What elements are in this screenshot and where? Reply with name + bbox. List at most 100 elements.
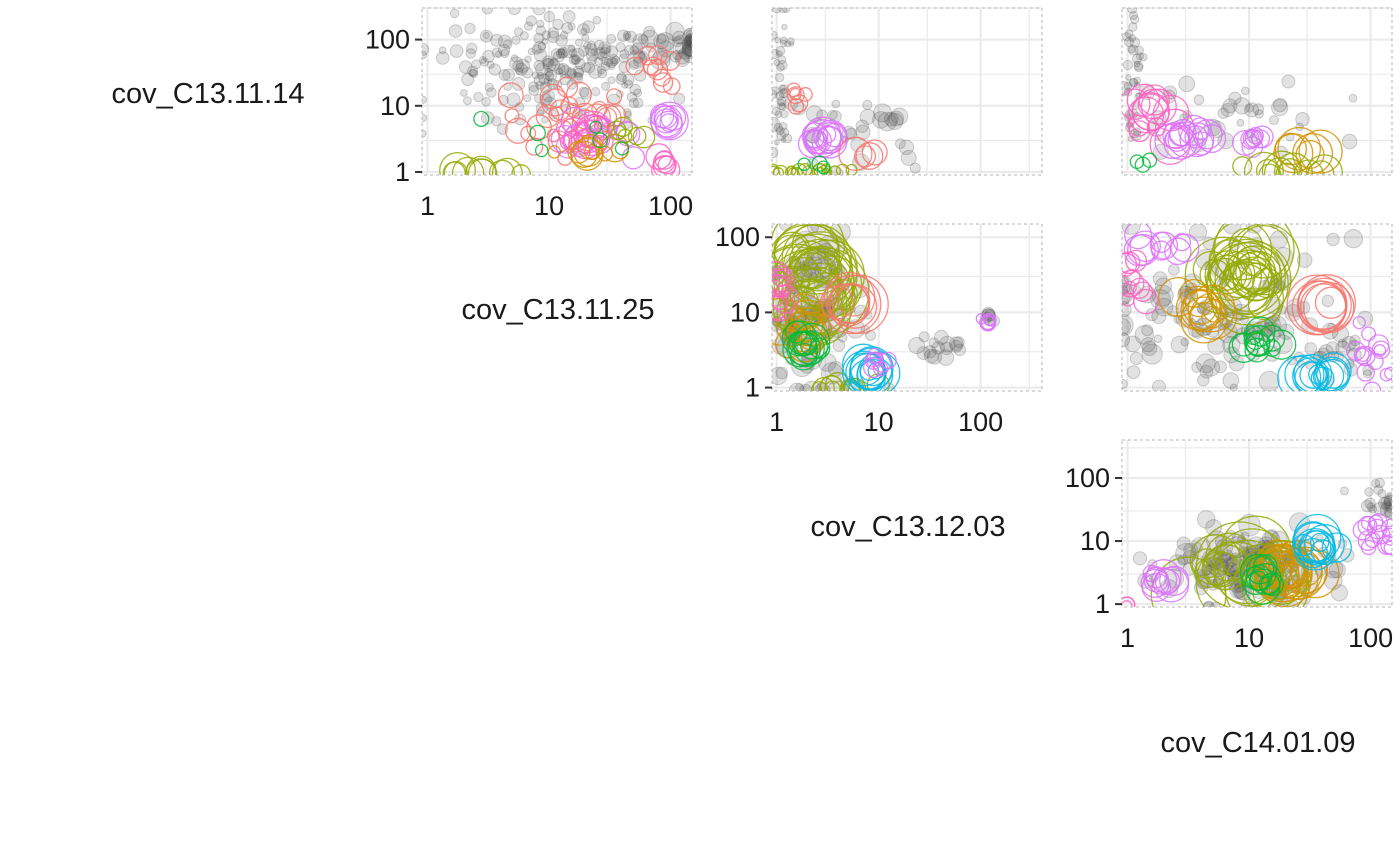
data-point-gray xyxy=(772,48,780,60)
data-point-gray xyxy=(1364,497,1376,510)
data-point-gray xyxy=(926,349,943,365)
data-point-group-7 xyxy=(801,122,829,149)
data-point-group-2 xyxy=(1258,163,1281,175)
data-point-gray xyxy=(772,89,778,100)
data-point-gray xyxy=(541,30,551,40)
data-point-gray xyxy=(1138,52,1148,62)
data-point-gray xyxy=(1128,44,1139,56)
data-point-gray xyxy=(940,341,954,355)
data-point-gray xyxy=(1228,91,1242,105)
data-point-gray xyxy=(682,28,692,45)
data-point-gray xyxy=(623,79,634,89)
data-point-gray xyxy=(422,50,427,60)
data-point-gray xyxy=(562,10,576,24)
data-point-group-7 xyxy=(1382,525,1392,542)
data-point-gray xyxy=(916,346,931,361)
data-point-gray xyxy=(953,343,967,357)
data-point-gray xyxy=(479,29,493,43)
y-tick-label: 100 xyxy=(365,25,410,55)
data-point-group-5 xyxy=(1292,357,1330,391)
panel-border xyxy=(771,223,1043,392)
data-point-gray xyxy=(500,48,510,59)
data-point-gray xyxy=(1133,76,1141,85)
data-point-gray xyxy=(684,43,692,57)
data-point-group-3 xyxy=(816,160,831,175)
data-point-gray xyxy=(909,162,921,174)
panel-border xyxy=(1121,7,1393,176)
data-point-gray xyxy=(552,18,564,30)
data-point-gray xyxy=(1141,343,1163,365)
panel-points xyxy=(422,8,692,175)
data-point-gray xyxy=(607,62,616,70)
data-point-group-5 xyxy=(1299,530,1336,566)
data-point-gray xyxy=(544,71,555,82)
data-point-group-3 xyxy=(797,157,811,171)
data-point-gray xyxy=(1140,337,1156,353)
data-point-group-0 xyxy=(1298,274,1356,333)
data-point-gray xyxy=(533,59,545,72)
data-point-gray xyxy=(486,87,497,98)
data-point-group-2 xyxy=(1305,154,1343,175)
data-point-group-7 xyxy=(1352,315,1366,330)
x-tick-label: 10 xyxy=(1234,623,1264,653)
data-point-group-2 xyxy=(1232,256,1278,302)
data-point-gray xyxy=(779,127,790,138)
data-point-group-7 xyxy=(1159,565,1190,596)
data-point-gray xyxy=(623,30,632,40)
data-point-group-2 xyxy=(491,157,523,175)
data-point-gray xyxy=(685,33,692,44)
data-point-gray xyxy=(1341,335,1357,352)
data-point-gray xyxy=(519,31,529,41)
data-point-group-7 xyxy=(879,351,897,370)
x-tick-label: 1 xyxy=(1120,623,1135,653)
data-point-gray xyxy=(480,57,489,67)
data-point-gray xyxy=(1368,504,1378,514)
data-point-gray xyxy=(1141,324,1154,337)
data-point-gray xyxy=(1197,510,1216,529)
panel-v1-vs-v4 xyxy=(1121,7,1393,176)
data-point-gray xyxy=(568,48,578,58)
data-point-gray xyxy=(628,98,640,109)
data-point-group-2 xyxy=(1240,262,1273,295)
data-point-gray xyxy=(586,40,596,50)
data-point-gray xyxy=(458,60,473,74)
data-point-gray xyxy=(469,69,479,78)
data-point-gray xyxy=(1217,107,1230,119)
data-point-group-8 xyxy=(1122,269,1145,298)
data-point-gray xyxy=(547,58,561,72)
y-tick-label: 10 xyxy=(380,91,410,121)
data-point-gray xyxy=(1168,263,1180,276)
data-point-gray xyxy=(1134,45,1144,56)
data-point-group-7 xyxy=(1364,531,1381,548)
data-point-group-0 xyxy=(535,104,560,129)
y-tick-label: 100 xyxy=(1065,463,1110,493)
data-point-group-8 xyxy=(1126,83,1160,118)
data-point-gray xyxy=(449,8,460,19)
data-point-gray xyxy=(555,34,568,47)
x-axis: 1 10 100 xyxy=(420,191,693,221)
data-point-gray xyxy=(629,45,640,56)
data-point-gray xyxy=(1362,369,1373,379)
data-point-group-2 xyxy=(1279,158,1301,175)
data-point-gray xyxy=(536,19,545,28)
panel-v3-vs-v4: 1 10 100 1 10 100 xyxy=(1065,439,1393,653)
data-point-gray xyxy=(774,110,783,118)
data-point-gray xyxy=(601,81,611,91)
data-point-gray xyxy=(461,72,475,87)
data-point-group-7 xyxy=(1124,224,1153,250)
data-point-gray xyxy=(1222,98,1238,114)
data-point-gray xyxy=(773,139,780,146)
y-axis: 1 10 100 xyxy=(715,222,772,403)
data-point-gray xyxy=(491,47,503,58)
data-point-gray xyxy=(777,102,786,111)
data-point-gray xyxy=(555,67,564,76)
data-point-group-7 xyxy=(797,129,827,159)
data-point-gray xyxy=(486,60,495,69)
data-point-gray xyxy=(497,43,511,57)
data-point-gray xyxy=(774,36,782,44)
data-point-gray xyxy=(873,103,892,123)
data-point-gray xyxy=(888,110,905,127)
data-point-group-2 xyxy=(812,376,835,391)
data-point-group-7 xyxy=(1370,524,1391,545)
